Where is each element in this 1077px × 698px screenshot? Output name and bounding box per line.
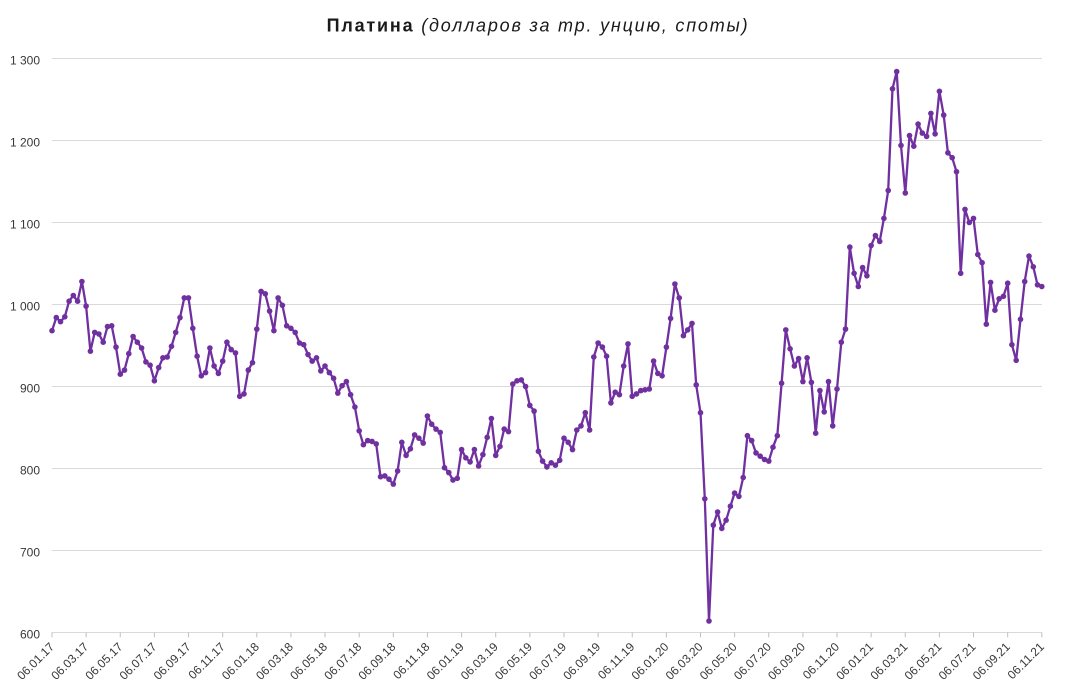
svg-text:Платина (долларов за тр. унцию: Платина (долларов за тр. унцию, споты) bbox=[327, 16, 750, 36]
svg-text:1 300: 1 300 bbox=[10, 54, 40, 68]
svg-text:800: 800 bbox=[20, 464, 40, 478]
svg-text:900: 900 bbox=[20, 382, 40, 396]
svg-text:1 200: 1 200 bbox=[10, 136, 40, 150]
svg-text:600: 600 bbox=[20, 628, 40, 642]
svg-text:700: 700 bbox=[20, 546, 40, 560]
svg-text:1 000: 1 000 bbox=[10, 300, 40, 314]
svg-text:1 100: 1 100 bbox=[10, 218, 40, 232]
